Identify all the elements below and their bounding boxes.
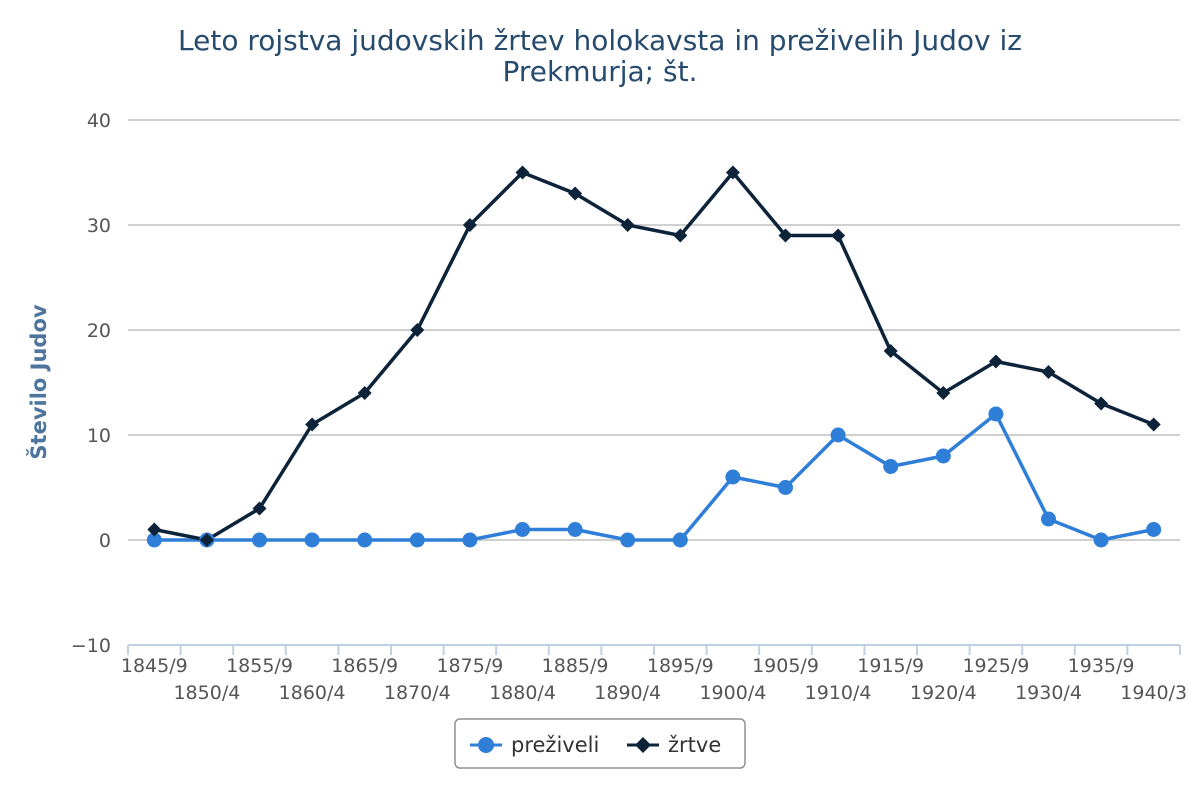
data-point-zrtve[interactable] (462, 218, 477, 232)
data-point-preziveli[interactable] (515, 522, 530, 537)
data-point-preziveli[interactable] (778, 480, 793, 495)
legend-label-preziveli: preživeli (511, 733, 599, 757)
data-point-preziveli[interactable] (672, 532, 688, 548)
x-tick-label: 1860/4 (279, 682, 346, 704)
data-point-preziveli[interactable] (1041, 511, 1056, 527)
data-point-zrtve[interactable] (883, 344, 898, 358)
data-point-preziveli[interactable] (935, 448, 951, 464)
y-tick-label: 10 (87, 425, 111, 447)
data-point-preziveli[interactable] (1093, 532, 1109, 548)
data-point-zrtve[interactable] (936, 386, 951, 400)
y-tick-label: −10 (71, 635, 111, 657)
data-point-zrtve[interactable] (831, 228, 846, 243)
data-point-zrtve[interactable] (515, 165, 530, 180)
data-point-zrtve[interactable] (620, 218, 635, 232)
data-point-zrtve[interactable] (252, 501, 267, 516)
chart-title-line-2: Prekmurja; št. (502, 55, 697, 88)
data-point-preziveli[interactable] (462, 532, 478, 548)
legend-item-zrtve[interactable]: žrtve (627, 733, 721, 757)
data-point-zrtve[interactable] (1094, 396, 1109, 411)
legend-label-zrtve: žrtve (668, 733, 721, 757)
x-tick-label: 1880/4 (489, 682, 556, 704)
x-tick-label: 1850/4 (173, 682, 240, 704)
data-point-zrtve[interactable] (568, 186, 583, 201)
legend-marker-preziveli (478, 737, 494, 753)
y-axis-ticks: 40 30 20 10 0 −10 (71, 110, 111, 657)
legend[interactable]: preživeli žrtve (454, 718, 746, 769)
data-point-preziveli[interactable] (252, 532, 267, 548)
series-group (146, 165, 1162, 548)
x-tick-label: 1875/9 (436, 655, 503, 677)
x-tick-label: 1920/4 (910, 682, 977, 704)
chart-title-line-1: Leto rojstva judovskih žrtev holokavsta … (178, 24, 1022, 57)
y-tick-label: 40 (87, 110, 111, 132)
data-point-preziveli[interactable] (304, 532, 320, 548)
data-point-preziveli[interactable] (409, 532, 425, 548)
data-point-preziveli[interactable] (567, 522, 583, 537)
x-tick-label: 1915/9 (857, 655, 924, 677)
data-point-zrtve[interactable] (147, 522, 162, 537)
x-tick-label: 1845/9 (121, 655, 188, 677)
y-tick-label: 30 (87, 215, 111, 237)
data-point-zrtve[interactable] (199, 533, 214, 547)
data-point-zrtve[interactable] (305, 417, 320, 432)
data-point-preziveli[interactable] (830, 427, 846, 443)
data-point-preziveli[interactable] (988, 406, 1004, 422)
x-tick-label: 1930/4 (1015, 682, 1082, 704)
x-tick-label: 1910/4 (805, 682, 872, 704)
x-axis (127, 644, 1181, 655)
x-tick-label: 1900/4 (699, 682, 766, 704)
x-tick-label: 1940/3 (1120, 682, 1187, 704)
y-tick-label: 20 (87, 320, 111, 342)
gridlines (128, 119, 1180, 541)
data-point-preziveli[interactable] (357, 532, 373, 548)
x-axis-ticks: 1845/9 1850/4 1855/9 1860/4 1865/9 1870/4 1875… (121, 655, 1187, 704)
data-point-preziveli[interactable] (883, 459, 899, 474)
series-line-zrtve (153, 170, 1155, 542)
y-axis-label: Število Judov (26, 304, 51, 459)
x-tick-label: 1855/9 (226, 655, 293, 677)
x-tick-label: 1905/9 (752, 655, 819, 677)
data-point-preziveli[interactable] (1146, 522, 1162, 537)
series-line-preziveli (154, 412, 1155, 542)
data-point-zrtve[interactable] (1146, 417, 1161, 432)
legend-item-preziveli[interactable]: preživeli (470, 733, 599, 757)
data-point-preziveli[interactable] (146, 532, 162, 548)
x-tick-label: 1935/9 (1068, 655, 1135, 677)
x-tick-label: 1925/9 (962, 655, 1029, 677)
legend-marker-zrtve (635, 737, 651, 753)
data-point-zrtve[interactable] (673, 228, 688, 243)
data-point-preziveli[interactable] (725, 469, 741, 485)
data-point-zrtve[interactable] (357, 386, 372, 400)
y-tick-label: 0 (99, 530, 111, 552)
x-tick-label: 1890/4 (594, 682, 661, 704)
data-point-zrtve[interactable] (988, 354, 1003, 369)
x-tick-label: 1885/9 (542, 655, 609, 677)
data-point-zrtve[interactable] (725, 165, 740, 180)
data-point-zrtve[interactable] (778, 228, 793, 243)
data-point-zrtve[interactable] (1041, 365, 1056, 379)
data-point-zrtve[interactable] (410, 323, 425, 337)
chart-title: Leto rojstva judovskih žrtev holokavsta … (178, 24, 1022, 88)
x-tick-label: 1865/9 (331, 655, 398, 677)
x-tick-label: 1870/4 (384, 682, 451, 704)
x-tick-label: 1895/9 (647, 655, 714, 677)
data-point-preziveli[interactable] (620, 532, 636, 548)
legend-box (454, 718, 746, 769)
